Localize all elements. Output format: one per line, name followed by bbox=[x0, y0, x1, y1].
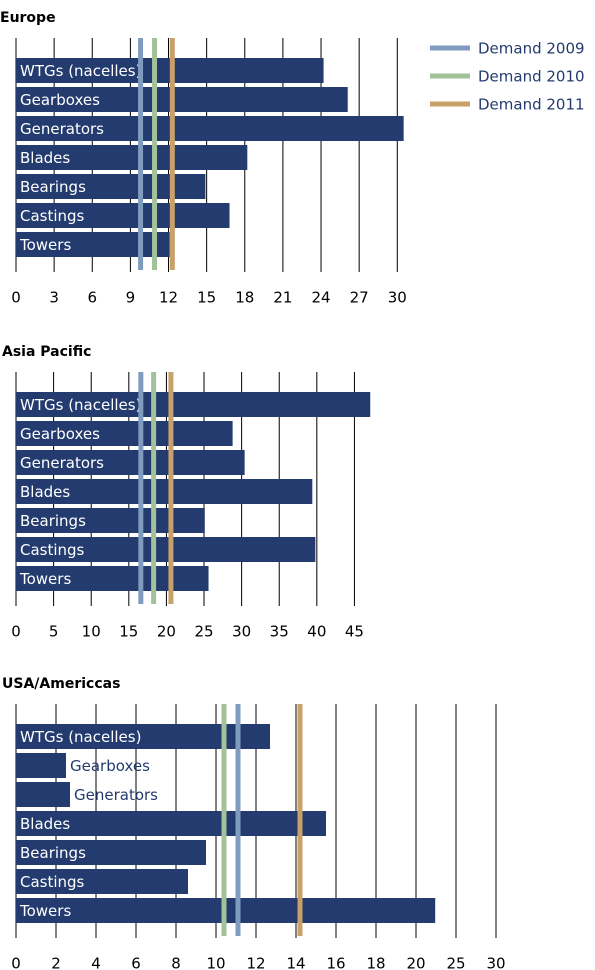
bar bbox=[16, 724, 270, 749]
bar-label: WTGs (nacelles) bbox=[20, 62, 141, 80]
bar bbox=[16, 203, 230, 228]
bar bbox=[16, 116, 404, 141]
x-tick-label: 20 bbox=[406, 955, 425, 970]
x-tick-label: 6 bbox=[87, 289, 97, 307]
bar-label: Castings bbox=[20, 541, 85, 559]
x-tick-label: 18 bbox=[235, 289, 254, 307]
bar-label: Castings bbox=[20, 873, 85, 891]
bar bbox=[16, 479, 313, 504]
bar bbox=[16, 58, 324, 83]
x-tick-label: 30 bbox=[388, 289, 407, 307]
bar-label: WTGs (nacelles) bbox=[20, 396, 141, 414]
x-tick-label: 12 bbox=[159, 289, 178, 307]
bar-label: Towers bbox=[19, 902, 71, 920]
bar bbox=[16, 869, 188, 894]
x-tick-label: 0 bbox=[11, 289, 21, 307]
bar bbox=[16, 232, 170, 257]
x-tick-label: 15 bbox=[197, 289, 216, 307]
x-tick-label: 15 bbox=[119, 623, 138, 641]
x-tick-label: 0 bbox=[11, 955, 21, 970]
legend-label: Demand 2010 bbox=[478, 68, 585, 86]
x-tick-label: 3 bbox=[49, 289, 59, 307]
x-tick-label: 24 bbox=[311, 289, 330, 307]
bar-label: Generators bbox=[20, 454, 104, 472]
bar bbox=[16, 450, 245, 475]
bar-label: Blades bbox=[20, 815, 70, 833]
bar-label: Gearboxes bbox=[20, 425, 100, 443]
x-tick-label: 14 bbox=[286, 955, 305, 970]
bar-label: Gearboxes bbox=[70, 757, 150, 775]
x-tick-label: 45 bbox=[345, 623, 364, 641]
panel-title: USA/Americcas bbox=[2, 676, 120, 692]
x-tick-label: 18 bbox=[366, 955, 385, 970]
x-tick-label: 4 bbox=[91, 955, 101, 970]
bar-label: Bearings bbox=[20, 844, 86, 862]
bar-label: WTGs (nacelles) bbox=[20, 728, 141, 746]
legend-label: Demand 2011 bbox=[478, 96, 585, 114]
bar bbox=[16, 840, 206, 865]
x-tick-label: 10 bbox=[206, 955, 225, 970]
x-tick-label: 25 bbox=[194, 623, 213, 641]
x-tick-label: 40 bbox=[307, 623, 326, 641]
x-tick-label: 8 bbox=[171, 955, 181, 970]
x-tick-label: 0 bbox=[11, 623, 21, 641]
bar-label: Generators bbox=[74, 786, 158, 804]
x-tick-label: 27 bbox=[350, 289, 369, 307]
x-tick-label: 12 bbox=[246, 955, 265, 970]
bar-label: Castings bbox=[20, 207, 85, 225]
panel-title: Europe bbox=[0, 10, 56, 26]
x-tick-label: 35 bbox=[270, 623, 289, 641]
bar bbox=[16, 145, 248, 170]
bar bbox=[16, 537, 316, 562]
bar bbox=[16, 566, 209, 591]
bar-label: Bearings bbox=[20, 178, 86, 196]
x-tick-label: 21 bbox=[273, 289, 292, 307]
bar bbox=[16, 753, 66, 778]
bar bbox=[16, 421, 233, 446]
x-tick-label: 10 bbox=[82, 623, 101, 641]
bar-label: Generators bbox=[20, 120, 104, 138]
x-tick-label: 25 bbox=[446, 955, 465, 970]
bar-label: Towers bbox=[19, 236, 71, 254]
panel-title: Asia Pacific bbox=[2, 344, 91, 360]
legend-label: Demand 2009 bbox=[478, 40, 585, 58]
x-tick-label: 30 bbox=[232, 623, 251, 641]
x-tick-label: 9 bbox=[126, 289, 136, 307]
x-tick-label: 30 bbox=[486, 955, 505, 970]
x-tick-label: 16 bbox=[326, 955, 345, 970]
x-tick-label: 5 bbox=[49, 623, 59, 641]
bar-label: Bearings bbox=[20, 512, 86, 530]
x-tick-label: 2 bbox=[51, 955, 61, 970]
bar-label: Blades bbox=[20, 149, 70, 167]
bar-label: Blades bbox=[20, 483, 70, 501]
bar bbox=[16, 392, 371, 417]
bar bbox=[16, 87, 348, 112]
bar-label: Gearboxes bbox=[20, 91, 100, 109]
x-tick-label: 6 bbox=[131, 955, 141, 970]
x-tick-label: 20 bbox=[157, 623, 176, 641]
bar bbox=[16, 782, 70, 807]
bar-label: Towers bbox=[19, 570, 71, 588]
bar bbox=[16, 811, 326, 836]
